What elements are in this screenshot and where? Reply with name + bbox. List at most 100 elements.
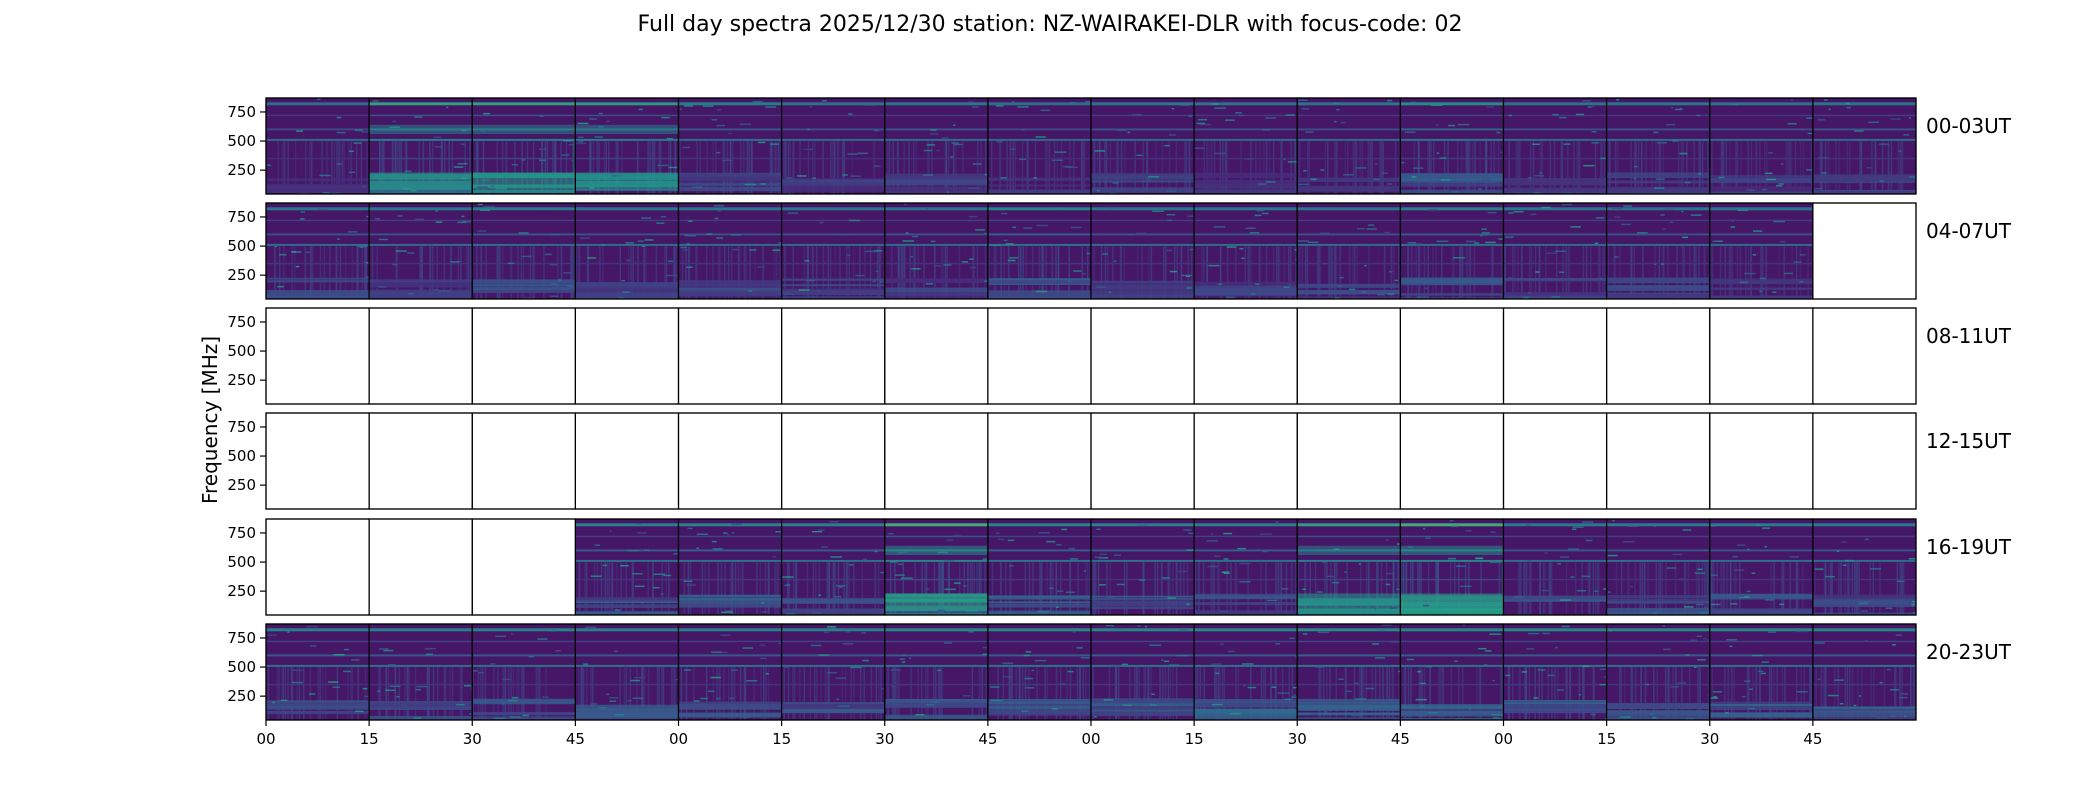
chart-title: Full day spectra 2025/12/30 station: NZ-… <box>637 12 1463 37</box>
row-frame <box>265 412 1917 510</box>
y-tick-label: 500 <box>227 553 256 571</box>
spectrogram-panel <box>574 97 680 195</box>
spectrogram-panel <box>677 307 783 405</box>
spectrogram-panel <box>987 97 1092 195</box>
spectrogram-panel <box>1296 97 1402 195</box>
spectrogram-panel <box>574 518 680 616</box>
spectrogram-panel <box>1193 518 1298 616</box>
y-tick-label: 500 <box>227 342 256 360</box>
spectrogram-panel <box>884 623 989 721</box>
spectrogram-panel <box>1296 307 1402 405</box>
spectrogram-panel <box>1502 307 1608 405</box>
spectrogram-panel <box>1296 412 1402 510</box>
spectrogram-panel <box>1193 97 1298 195</box>
spectrogram-panel <box>1605 97 1711 195</box>
spectrogram-panel <box>1502 97 1608 195</box>
spectrogram-panel <box>884 202 989 300</box>
spectra-row-12-15UT: 250 500 750 12-15UT <box>227 412 2012 510</box>
spectrogram-panel <box>1709 412 1814 510</box>
spectra-row-04-07UT: 250 500 750 04-07UT <box>227 202 2012 300</box>
row-frame <box>265 97 1917 195</box>
row-label: 12-15UT <box>1926 429 2012 453</box>
spectrogram-panel <box>471 97 576 195</box>
x-tick-label: 30 <box>1288 730 1307 748</box>
spectrogram-panel <box>884 412 989 510</box>
y-tick-label: 500 <box>227 447 256 465</box>
row-label: 20-23UT <box>1926 640 2012 664</box>
spectrogram-panel <box>574 412 680 510</box>
row-frame <box>265 518 1917 616</box>
spectrogram-panel <box>471 623 576 721</box>
x-tick-label: 00 <box>1081 730 1100 748</box>
spectrogram-panel <box>987 202 1092 300</box>
spectrogram-panel <box>265 202 370 300</box>
spectrogram-panel <box>265 307 370 405</box>
x-tick-label: 45 <box>1803 730 1822 748</box>
spectrogram-panel <box>471 518 576 616</box>
spectrogram-panel <box>265 412 370 510</box>
spectrogram-panel <box>1399 202 1505 300</box>
spectrogram-panel <box>1812 412 1917 510</box>
spectra-row-16-19UT: 250 500 750 16-19UT <box>227 518 2012 616</box>
spectrogram-panel <box>1399 307 1505 405</box>
spectrogram-panel <box>1502 518 1608 616</box>
spectrogram-panel <box>368 307 473 405</box>
spectrogram-panel <box>1399 518 1505 616</box>
row-label: 16-19UT <box>1926 535 2012 559</box>
spectrogram-panel <box>1812 623 1917 721</box>
spectrogram-panel <box>471 307 576 405</box>
spectra-row-20-23UT: 250 500 750 20-23UT <box>227 623 2012 721</box>
y-tick-label: 500 <box>227 658 256 676</box>
spectrogram-panel <box>1090 623 1195 721</box>
spectrogram-panel <box>574 307 680 405</box>
spectrogram-panel <box>780 518 886 616</box>
row-frame <box>265 202 1917 300</box>
spectrogram-panel <box>471 412 576 510</box>
spectrogram-panel <box>1812 307 1917 405</box>
y-tick-label: 500 <box>227 132 256 150</box>
y-tick-label: 250 <box>227 687 256 705</box>
spectrogram-panel <box>780 202 886 300</box>
spectrogram-panel <box>884 518 989 616</box>
spectrogram-panel <box>1709 202 1814 300</box>
spectrogram-panel <box>987 412 1092 510</box>
spectrogram-panel <box>265 623 370 721</box>
spectrogram-panel <box>1090 202 1195 300</box>
spectrogram-panel <box>1399 623 1505 721</box>
spectrogram-panel <box>1605 412 1711 510</box>
x-tick-label: 45 <box>1391 730 1410 748</box>
spectrogram-panel <box>1502 202 1608 300</box>
x-tick-label: 15 <box>1597 730 1616 748</box>
spectrogram-panel <box>1709 97 1814 195</box>
row-label: 00-03UT <box>1926 114 2012 138</box>
spectrogram-panel <box>677 518 783 616</box>
spectrogram-panel <box>1296 623 1402 721</box>
spectrogram-panel <box>1193 412 1298 510</box>
spectrogram-panel <box>1090 307 1195 405</box>
spectrogram-panel <box>987 518 1092 616</box>
spectrogram-panel <box>368 518 473 616</box>
spectrogram-panel <box>1193 623 1298 721</box>
spectrogram-panel <box>780 307 886 405</box>
spectrogram-panel <box>574 202 680 300</box>
x-tick-label: 15 <box>772 730 791 748</box>
x-tick-label: 00 <box>256 730 275 748</box>
x-tick-label: 30 <box>463 730 482 748</box>
row-label: 08-11UT <box>1926 324 2012 348</box>
spectrogram-panel <box>677 97 783 195</box>
spectrogram-panel <box>1090 412 1195 510</box>
x-tick-label: 30 <box>1700 730 1719 748</box>
spectrogram-panel <box>1812 97 1917 195</box>
spectrogram-panel <box>368 97 473 195</box>
spectrogram-panel <box>1605 307 1711 405</box>
x-tick-label: 45 <box>566 730 585 748</box>
spectrogram-panel <box>265 97 370 195</box>
spectra-row-08-11UT: 250 500 750 08-11UT <box>227 307 2012 405</box>
y-tick-label: 250 <box>227 371 256 389</box>
y-tick-label: 750 <box>227 629 256 647</box>
spectrogram-panel <box>987 623 1092 721</box>
x-tick-label: 45 <box>978 730 997 748</box>
spectrogram-panel <box>677 412 783 510</box>
y-tick-label: 500 <box>227 237 256 255</box>
spectrogram-panel <box>1709 307 1814 405</box>
